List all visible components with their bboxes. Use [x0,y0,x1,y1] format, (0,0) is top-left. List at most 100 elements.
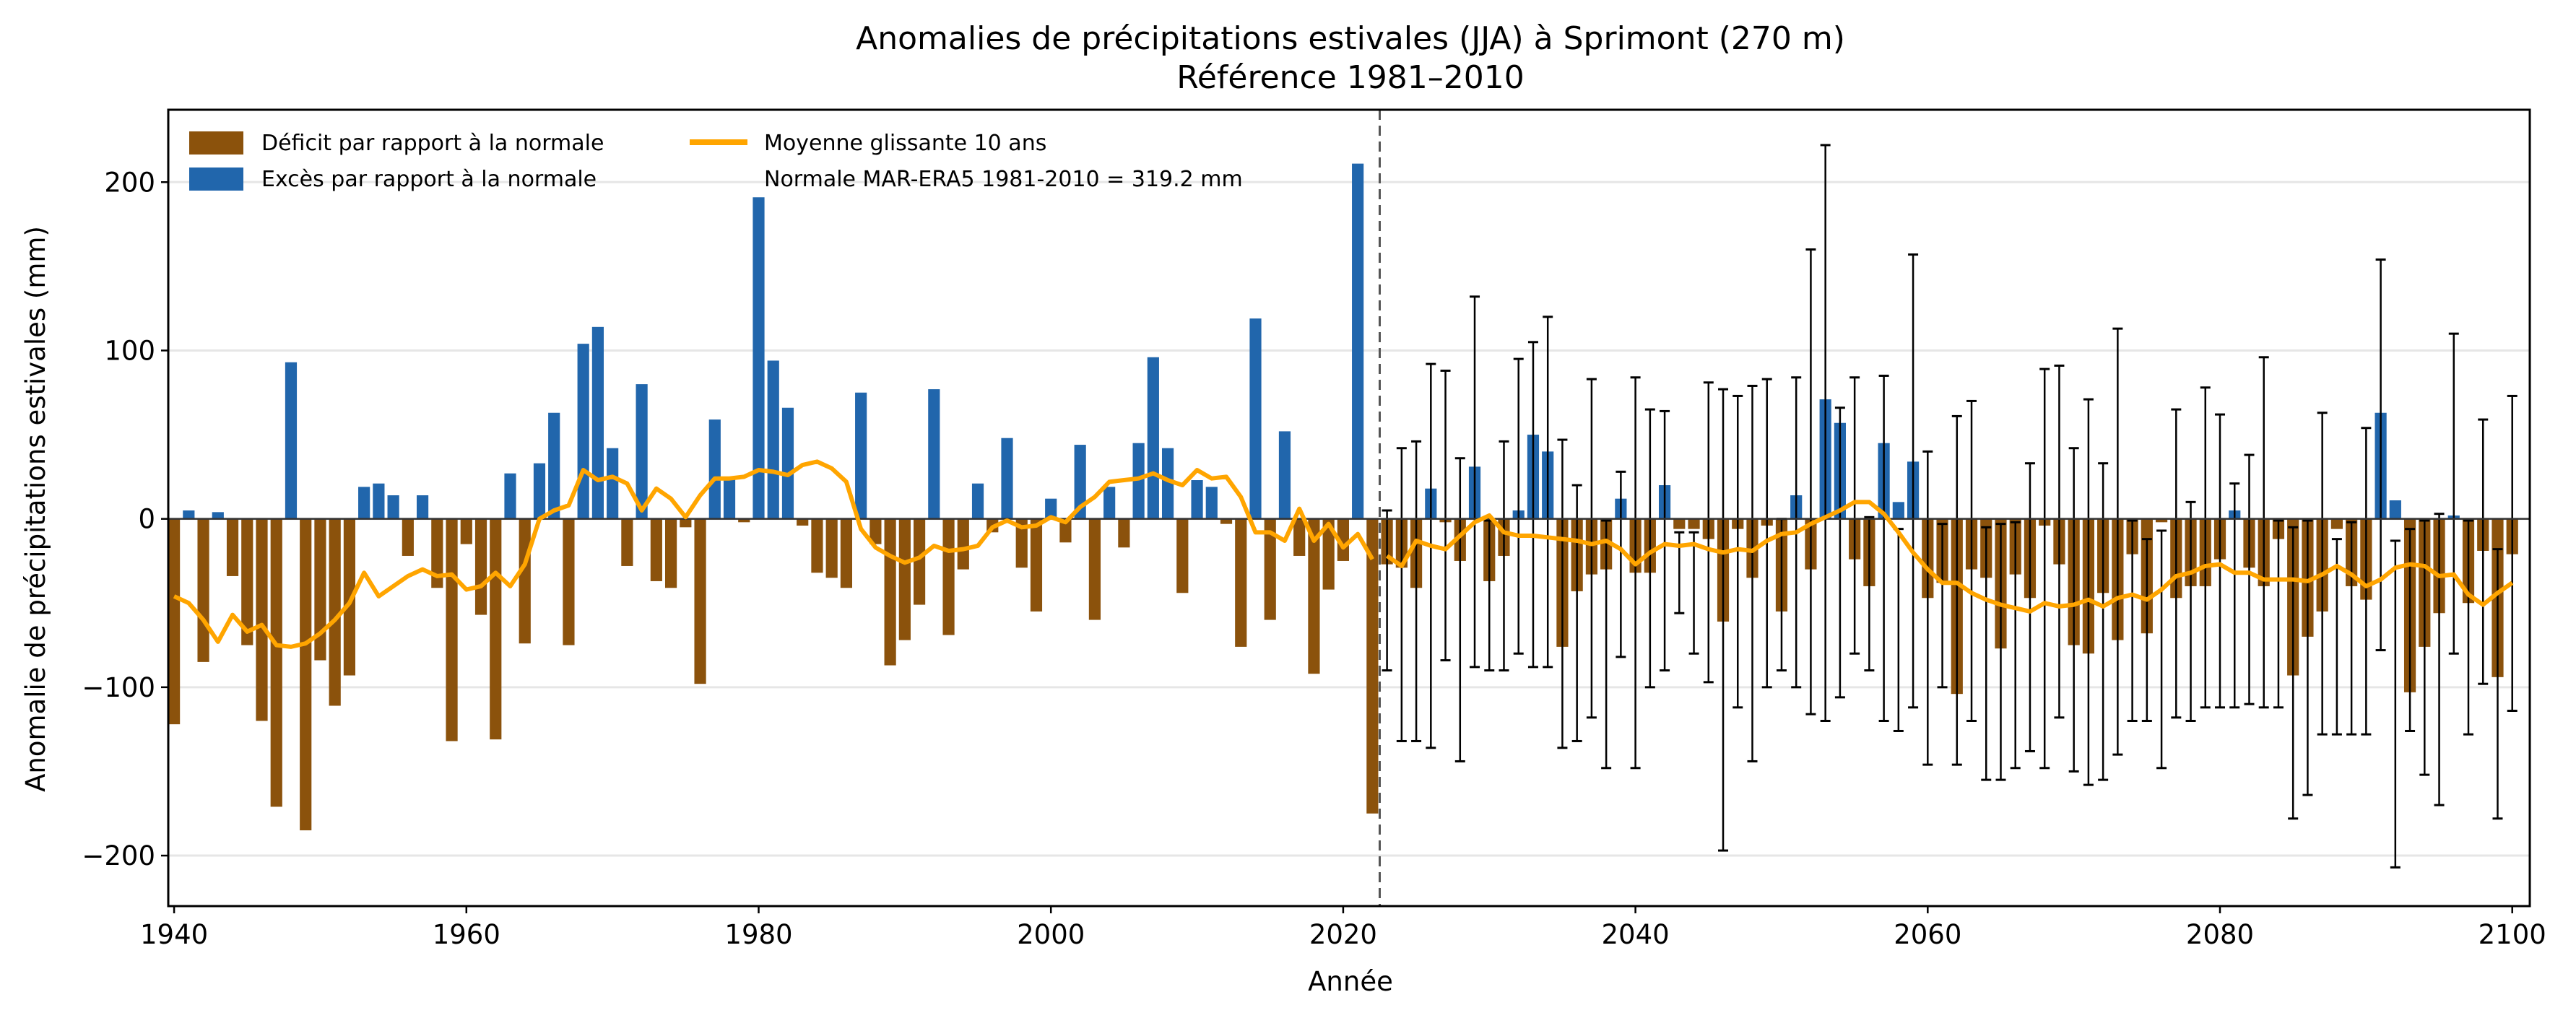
deficit-bar-obs-1983 [797,518,809,526]
x-tick-label: 1980 [724,919,792,950]
deficit-bar-obs-1947 [270,518,282,807]
error-bar-2027 [1440,369,1451,662]
error-bar-2100 [2507,394,2518,712]
error-bar-2053 [1820,144,1831,722]
error-bar-2065 [1995,523,2006,781]
error-bar-2033 [1527,341,1538,669]
error-bar-2040 [1630,376,1641,770]
excess-bar-obs-2004 [1103,487,1116,519]
deficit-bar-obs-1952 [343,518,356,676]
deficit-bar-obs-1964 [519,518,531,644]
error-bar-2084 [2273,519,2284,709]
deficit-bar-obs-1990 [898,518,911,640]
error-bar-2097 [2463,519,2474,736]
error-bar-2036 [1571,484,1582,742]
error-bar-2088 [2331,538,2342,736]
x-tick-label: 2080 [2186,919,2254,950]
excess-bar-obs-1992 [928,389,940,519]
excess-bar-proj-2092 [2389,500,2401,519]
deficit-bar-obs-1979 [738,518,750,523]
error-bar-2062 [1951,414,1962,766]
error-bar-2060 [1922,450,1933,766]
deficit-bar-obs-1944 [226,518,239,576]
legend: Déficit par rapport à la normale Excès p… [189,131,1243,192]
error-bar-2085 [2288,526,2299,820]
y-tick-label: −100 [82,672,155,703]
x-tick-label: 2100 [2479,919,2546,950]
plot-frame [167,108,2531,908]
error-bar-2094 [2419,519,2430,776]
excess-bar-proj-2058 [1892,502,1904,519]
deficit-bar-obs-2003 [1088,518,1101,620]
deficit-bar-obs-1988 [869,518,882,544]
excess-bar-obs-1955 [387,495,399,519]
error-bar-2042 [1660,409,1670,672]
x-tick-label: 1960 [433,919,500,950]
excess-bar-obs-1987 [855,392,867,519]
excess-bar-obs-1995 [971,483,984,519]
error-bar-2078 [2185,500,2196,722]
excess-bar-obs-1981 [767,360,779,519]
deficit-bar-obs-1961 [474,518,487,615]
deficit-bar-obs-1985 [825,518,838,578]
excess-bar-obs-1966 [548,412,560,519]
error-bar-2073 [2112,327,2123,756]
error-bar-2052 [1805,248,1816,715]
excess-bar-obs-2014 [1249,318,1262,519]
error-bar-2086 [2302,519,2313,796]
excess-bar-obs-1969 [591,326,604,519]
error-bar-2056 [1864,515,1875,672]
error-bar-2059 [1908,253,1919,709]
excess-bar-obs-1941 [183,510,195,519]
deficit-bar-obs-2001 [1059,518,1072,543]
deficit-bar-obs-1989 [884,518,896,666]
excess-bar-obs-1957 [416,495,429,519]
deficit-bar-obs-2009 [1176,518,1189,593]
error-bar-2029 [1470,295,1480,669]
x-tick-label: 2060 [1894,919,1961,950]
error-bar-2039 [1616,470,1626,658]
deficit-bar-obs-1958 [431,518,443,588]
deficit-bar-obs-1971 [621,518,633,566]
excess-bar-obs-1997 [1001,438,1013,519]
chart-title: Anomalies de précipitations estivales (J… [856,20,1845,57]
error-bar-2077 [2171,408,2182,719]
deficit-bar-obs-2012 [1220,518,1233,524]
x-tick-label: 2000 [1017,919,1085,950]
y-axis: −200 −100 0 100 200 [82,167,168,871]
error-bar-2083 [2258,356,2269,709]
excess-bar-obs-2010 [1191,480,1203,519]
legend-label-excess: Excès par rapport à la normale [261,167,597,192]
excess-bar-obs-1978 [723,477,736,519]
excess-bar-obs-2008 [1161,448,1174,519]
error-bar-2091 [2375,258,2386,652]
excess-bar-obs-1954 [373,483,385,519]
deficit-bar-obs-1959 [446,518,458,741]
legend-label-rolling: Moyenne glissante 10 ans [764,131,1046,156]
excess-bar-obs-1968 [577,344,589,519]
y-tick-label: −200 [82,840,155,871]
error-bar-2079 [2200,386,2211,709]
error-bar-2038 [1601,519,1612,770]
deficit-bar-obs-1942 [197,518,209,662]
y-tick-label: 100 [104,335,155,366]
error-bar-2071 [2083,398,2094,786]
excess-bar-obs-1977 [708,419,721,519]
error-bar-2061 [1937,523,1948,689]
excess-bar-obs-1948 [285,362,298,519]
excess-bar-obs-1943 [212,512,224,519]
deficit-bar-proj-2043 [1673,518,1686,529]
deficit-bar-obs-1984 [811,518,823,573]
excess-bar-obs-1970 [607,448,619,519]
error-bar-2044 [1688,531,1699,655]
excess-bar-obs-1953 [358,487,370,519]
deficit-bar-obs-1962 [490,518,502,740]
deficit-bar-obs-1945 [241,518,253,645]
rolling-mean-line [173,459,1374,649]
excess-bar-obs-1982 [781,407,794,519]
error-bars [1382,144,2518,869]
deficit-bar-obs-1973 [650,518,662,581]
deficit-bar-proj-2044 [1688,518,1700,529]
error-bar-2031 [1499,440,1509,672]
